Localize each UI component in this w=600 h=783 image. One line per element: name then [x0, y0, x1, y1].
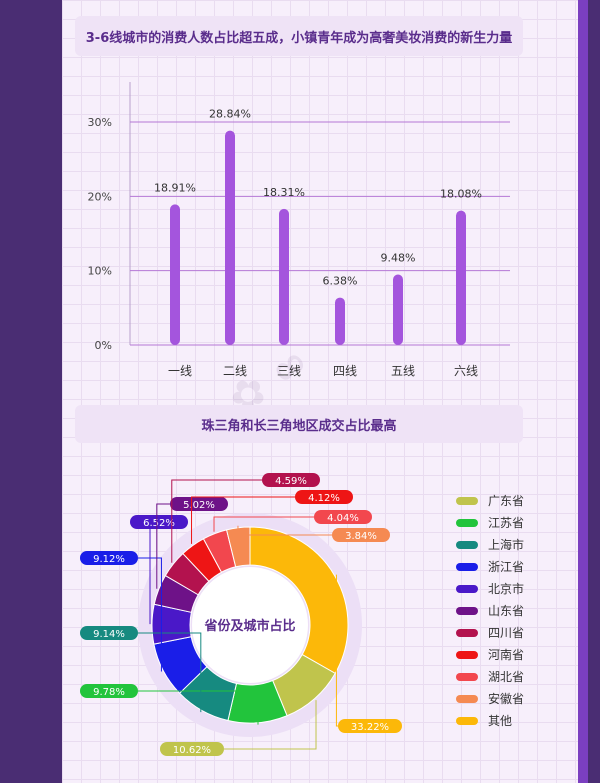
- x-category-label: 六线: [454, 364, 478, 378]
- y-tick-label: 0%: [95, 339, 112, 352]
- legend-swatch: [456, 497, 478, 505]
- legend-swatch: [456, 585, 478, 593]
- legend-swatch: [456, 695, 478, 703]
- callout-label: 3.84%: [345, 531, 377, 542]
- bar: [393, 274, 403, 345]
- bar-chart: 0% 10% 20% 30% 18.91% 一线 28.84% 二线 18.31% 三线 6.38%…: [88, 82, 510, 378]
- callout-label: 10.62%: [173, 745, 211, 756]
- callout-leader: [224, 700, 317, 750]
- callout-leader: [171, 479, 262, 563]
- bar-value-label: 28.84%: [209, 108, 251, 121]
- legend-swatch: [456, 519, 478, 527]
- callout-leader: [335, 574, 338, 727]
- x-category-label: 三线: [277, 364, 301, 378]
- bar: [335, 297, 345, 345]
- legend-label: 上海市: [488, 537, 524, 552]
- legend-label: 河南省: [488, 647, 524, 662]
- callout-label: 33.22%: [351, 722, 389, 733]
- x-category-label: 五线: [391, 364, 415, 378]
- bar-value-label: 18.91%: [154, 181, 196, 194]
- legend-swatch: [456, 717, 478, 725]
- callout-label: 4.04%: [327, 513, 359, 524]
- donut-center-label: 省份及城市占比: [203, 618, 295, 634]
- legend-swatch: [456, 651, 478, 659]
- legend-label: 江苏省: [488, 516, 524, 530]
- legend-label: 山东省: [488, 604, 524, 618]
- callout-pill: [80, 684, 138, 698]
- chart2-title: 珠三角和长三角地区成交占比最高: [201, 418, 397, 434]
- callout-pill: [130, 515, 188, 529]
- x-category-label: 一线: [168, 364, 192, 378]
- donut-center: [192, 567, 308, 683]
- legend-label: 安徽省: [488, 691, 524, 706]
- callout-leader: [213, 516, 314, 532]
- legend-swatch: [456, 673, 478, 681]
- legend-swatch: [456, 607, 478, 615]
- donut-chart: 省份及城市占比 10.62% 9.78% 9.14% 9.12% 6.52% 5.02% 4.…: [80, 473, 524, 756]
- callout-leader: [138, 557, 162, 672]
- y-tick-label: 30%: [88, 116, 112, 129]
- accent-stripe: [578, 0, 588, 783]
- callout-pill: [262, 473, 320, 487]
- legend-swatch: [456, 563, 478, 571]
- callout-label: 4.12%: [308, 493, 340, 504]
- legend-label: 四川省: [488, 626, 524, 640]
- callout-pill: [160, 742, 224, 756]
- bar-value-label: 6.38%: [323, 275, 358, 288]
- callout-pill: [314, 510, 372, 524]
- callout-label: 5.02%: [183, 500, 215, 511]
- donut-slice: [249, 526, 349, 675]
- legend-swatch: [456, 541, 478, 549]
- callout-pill: [170, 497, 228, 511]
- donut-slice: [225, 526, 251, 568]
- chart1-title-bar: 3-6线城市的消费人数占比超五成，小镇青年成为高奢美妆消费的新生力量: [75, 16, 523, 56]
- callout-pill: [295, 490, 353, 504]
- bar: [170, 204, 180, 345]
- legend-label: 其他: [488, 714, 512, 728]
- bar: [456, 210, 466, 345]
- callout-pill: [338, 719, 402, 733]
- legend-swatch: [456, 629, 478, 637]
- x-category-label: 四线: [333, 364, 357, 378]
- legend-label: 浙江省: [488, 560, 524, 574]
- legend-label: 湖北省: [488, 669, 524, 684]
- callout-label: 9.12%: [93, 554, 125, 565]
- callout-leader: [138, 632, 202, 713]
- y-tick-label: 10%: [88, 265, 112, 278]
- callout-pill: [80, 551, 138, 565]
- y-tick-label: 20%: [88, 190, 112, 203]
- callout-label: 4.59%: [275, 476, 307, 487]
- chart2-title-bar: 珠三角和长三角地区成交占比最高: [75, 405, 523, 443]
- callout-label: 9.14%: [93, 629, 125, 640]
- bar-value-label: 18.08%: [440, 188, 482, 201]
- x-category-label: 二线: [223, 364, 247, 378]
- callout-pill: [80, 626, 138, 640]
- callout-pill: [332, 528, 390, 542]
- bar: [225, 130, 235, 345]
- bar-value-label: 18.31%: [263, 186, 305, 199]
- chart1-title: 3-6线城市的消费人数占比超五成，小镇青年成为高奢美妆消费的新生力量: [85, 30, 513, 46]
- legend-label: 广东省: [488, 494, 524, 508]
- bar-value-label: 9.48%: [381, 252, 416, 265]
- callout-leader: [138, 690, 259, 725]
- legend-label: 北京市: [488, 581, 524, 596]
- bar: [279, 208, 289, 345]
- callout-leader: [191, 496, 295, 544]
- callout-label: 6.52%: [143, 518, 175, 529]
- callout-label: 9.78%: [93, 687, 125, 698]
- callout-leader: [237, 525, 332, 536]
